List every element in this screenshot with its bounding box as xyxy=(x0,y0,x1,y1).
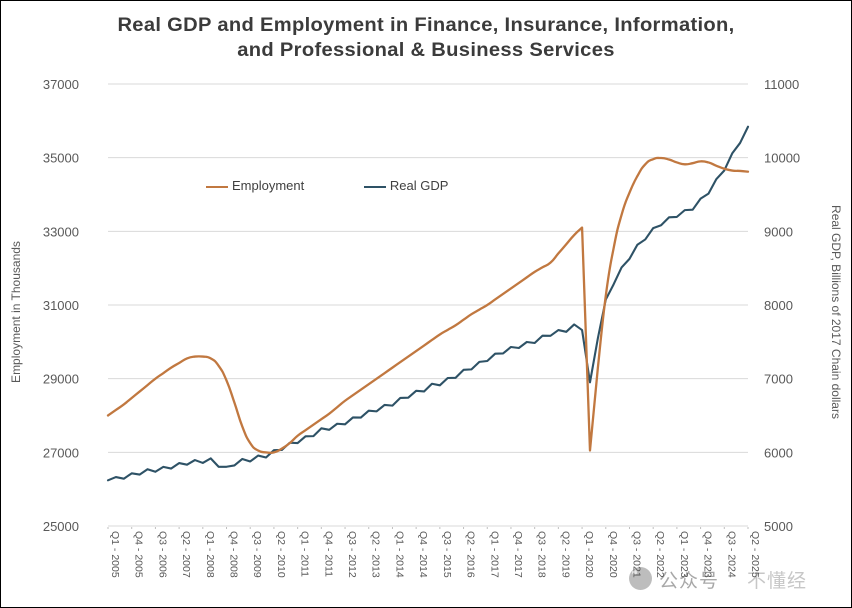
svg-text:Q2 - 2013: Q2 - 2013 xyxy=(370,531,382,578)
svg-text:Q4 - 2011: Q4 - 2011 xyxy=(322,531,334,577)
svg-text:33000: 33000 xyxy=(43,224,79,239)
svg-text:Q2 - 2007: Q2 - 2007 xyxy=(180,531,192,578)
svg-text:Q1 - 2023: Q1 - 2023 xyxy=(678,531,690,578)
svg-text:29000: 29000 xyxy=(43,372,79,387)
svg-text:Q3 - 2006: Q3 - 2006 xyxy=(156,531,168,578)
svg-text:35000: 35000 xyxy=(43,151,79,166)
svg-text:8000: 8000 xyxy=(764,298,793,313)
svg-text:6000: 6000 xyxy=(764,445,793,460)
svg-text:37000: 37000 xyxy=(43,77,79,92)
svg-text:27000: 27000 xyxy=(43,445,79,460)
svg-text:Q2 - 2025: Q2 - 2025 xyxy=(749,531,761,578)
svg-text:Q2 - 2019: Q2 - 2019 xyxy=(559,531,571,578)
svg-text:Q4 - 2008: Q4 - 2008 xyxy=(228,531,240,578)
svg-text:Q4 - 2014: Q4 - 2014 xyxy=(417,531,429,578)
svg-text:Q3 - 2024: Q3 - 2024 xyxy=(725,531,737,578)
svg-text:11000: 11000 xyxy=(764,77,799,92)
svg-text:Q3 - 2015: Q3 - 2015 xyxy=(441,531,453,578)
svg-text:Q3 - 2021: Q3 - 2021 xyxy=(630,531,642,578)
svg-text:Q3 - 2009: Q3 - 2009 xyxy=(251,531,263,578)
svg-text:Q4 - 2020: Q4 - 2020 xyxy=(607,531,619,578)
svg-text:7000: 7000 xyxy=(764,372,793,387)
svg-text:Q4 - 2005: Q4 - 2005 xyxy=(133,531,145,578)
svg-text:Q1 - 2011: Q1 - 2011 xyxy=(299,531,311,577)
svg-text:25000: 25000 xyxy=(43,519,79,534)
svg-text:Q1 - 2017: Q1 - 2017 xyxy=(488,531,500,578)
svg-text:31000: 31000 xyxy=(43,298,79,313)
svg-text:10000: 10000 xyxy=(764,151,800,166)
svg-text:9000: 9000 xyxy=(764,224,793,239)
svg-text:Q2 - 2022: Q2 - 2022 xyxy=(654,531,666,578)
svg-text:Q2 - 2016: Q2 - 2016 xyxy=(465,531,477,578)
svg-text:Q1 - 2014: Q1 - 2014 xyxy=(393,531,405,578)
svg-text:5000: 5000 xyxy=(764,519,793,534)
svg-text:Q4 - 2017: Q4 - 2017 xyxy=(512,531,524,578)
svg-text:Q3 - 2018: Q3 - 2018 xyxy=(536,531,548,578)
svg-text:Q3 - 2012: Q3 - 2012 xyxy=(346,531,358,578)
svg-text:Q1 - 2005: Q1 - 2005 xyxy=(109,531,121,578)
svg-text:Q2 - 2010: Q2 - 2010 xyxy=(275,531,287,578)
svg-text:Q4 - 2023: Q4 - 2023 xyxy=(702,531,714,578)
svg-text:Q1 - 2008: Q1 - 2008 xyxy=(204,531,216,578)
svg-text:Q1 - 2020: Q1 - 2020 xyxy=(583,531,595,578)
